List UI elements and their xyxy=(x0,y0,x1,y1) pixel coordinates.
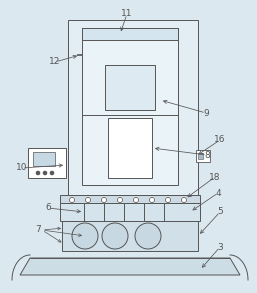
Circle shape xyxy=(102,223,128,249)
Bar xyxy=(60,203,200,221)
Bar xyxy=(82,28,178,40)
Bar xyxy=(198,153,203,159)
Text: 9: 9 xyxy=(203,108,209,117)
Polygon shape xyxy=(20,258,240,275)
Text: 8: 8 xyxy=(204,151,210,159)
Text: 3: 3 xyxy=(217,243,223,251)
Circle shape xyxy=(43,171,47,175)
Circle shape xyxy=(166,197,170,202)
Bar xyxy=(33,152,55,166)
Circle shape xyxy=(86,197,90,202)
Text: 4: 4 xyxy=(215,188,221,197)
Bar xyxy=(28,148,66,178)
Text: 12: 12 xyxy=(49,57,61,67)
Text: 18: 18 xyxy=(209,173,221,181)
Circle shape xyxy=(181,197,187,202)
Circle shape xyxy=(133,197,139,202)
Bar xyxy=(82,28,178,185)
Text: 5: 5 xyxy=(217,207,223,217)
Circle shape xyxy=(135,223,161,249)
Circle shape xyxy=(50,171,54,175)
Circle shape xyxy=(117,197,123,202)
Text: 16: 16 xyxy=(214,135,226,144)
Text: 10: 10 xyxy=(16,163,28,173)
Bar xyxy=(60,195,200,203)
Text: 6: 6 xyxy=(45,204,51,212)
Circle shape xyxy=(69,197,75,202)
Bar xyxy=(68,20,198,195)
Bar xyxy=(108,118,152,178)
Bar xyxy=(196,150,210,162)
Circle shape xyxy=(150,197,154,202)
Text: 11: 11 xyxy=(121,9,133,18)
Bar xyxy=(62,221,198,251)
Circle shape xyxy=(102,197,106,202)
Bar xyxy=(105,65,155,110)
Text: 7: 7 xyxy=(35,226,41,234)
Circle shape xyxy=(72,223,98,249)
Circle shape xyxy=(36,171,40,175)
